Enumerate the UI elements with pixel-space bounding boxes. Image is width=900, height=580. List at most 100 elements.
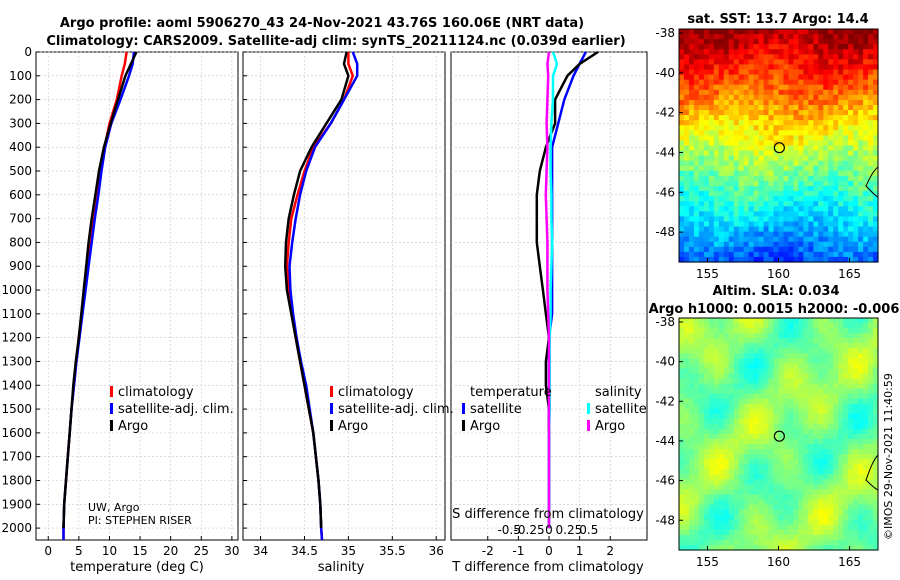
map-cell <box>728 373 735 380</box>
map-cell <box>873 89 879 96</box>
map-cell <box>793 464 799 470</box>
map-cell <box>833 418 839 425</box>
map-cell <box>808 398 814 405</box>
map-cell <box>768 504 775 511</box>
map-cell <box>693 423 700 430</box>
map-cell <box>708 328 715 334</box>
map-cell <box>828 130 834 136</box>
map-cell <box>703 418 710 425</box>
map-cell <box>863 524 869 531</box>
map-cell <box>728 44 735 50</box>
map-cell <box>848 499 854 506</box>
map-cell <box>708 444 715 450</box>
map-cell <box>723 140 730 147</box>
map-cell <box>783 459 790 465</box>
map-cell <box>788 378 795 385</box>
map-cell <box>763 449 770 455</box>
map-cell <box>793 459 799 465</box>
map-cell <box>683 256 690 263</box>
map-cell <box>723 439 730 445</box>
map-cell <box>793 251 799 258</box>
map-cell <box>778 115 785 121</box>
map-cell <box>833 373 839 380</box>
map-cell <box>843 94 849 101</box>
map-cell <box>808 130 814 136</box>
map-cell <box>758 363 765 370</box>
map-cell <box>723 160 730 167</box>
map-cell <box>838 479 844 486</box>
map-cell <box>698 418 705 425</box>
map-cell <box>818 333 824 339</box>
map-cell <box>713 499 720 506</box>
map-cell <box>693 74 700 81</box>
map-cell <box>733 418 740 425</box>
map-cell <box>768 89 775 96</box>
map-cell <box>768 514 775 521</box>
map-cell <box>758 388 765 395</box>
map-cell <box>723 544 730 551</box>
map-cell <box>873 494 879 501</box>
map-cell <box>818 499 824 506</box>
map-cell <box>693 34 700 40</box>
map-cell <box>743 79 750 86</box>
map-cell <box>708 398 715 405</box>
map-cell <box>693 489 700 496</box>
map-cell <box>818 155 824 162</box>
map-cell <box>738 403 745 410</box>
map-cell <box>748 216 755 223</box>
map-cell <box>828 110 834 116</box>
temperature-legend: climatology satellite-adj. clim. Argo <box>110 385 234 434</box>
map-cell <box>848 69 854 76</box>
map-cell <box>688 509 695 516</box>
map-cell <box>803 140 809 147</box>
map-cell <box>823 469 829 475</box>
map-cell <box>793 29 799 35</box>
map-cell <box>693 130 700 136</box>
map-cell <box>728 423 735 430</box>
map-cell <box>858 428 864 435</box>
map-cell <box>863 484 869 491</box>
map-cell <box>848 348 854 354</box>
map-cell <box>808 479 814 486</box>
map-cell <box>728 499 735 506</box>
map-cell <box>693 49 700 55</box>
map-cell <box>808 444 814 450</box>
map-cell <box>728 251 735 258</box>
map-cell <box>848 251 854 258</box>
map-cell <box>723 353 730 359</box>
map-cell <box>688 206 695 212</box>
map-cell <box>698 449 705 455</box>
map-cell <box>858 423 864 430</box>
map-cell <box>758 64 765 71</box>
map-cell <box>793 474 799 480</box>
map-cell <box>748 29 755 35</box>
map-cell <box>743 333 750 339</box>
map-cell <box>778 519 785 526</box>
map-cell <box>853 363 859 370</box>
map-cell <box>858 444 864 450</box>
map-cell <box>843 79 849 86</box>
map-cell <box>693 246 700 253</box>
map-cell <box>828 418 834 425</box>
map-cell <box>833 484 839 491</box>
map-cell <box>828 504 834 511</box>
map-cell <box>873 509 879 516</box>
map-cell <box>783 439 790 445</box>
map-cell <box>793 378 799 385</box>
map-cell <box>838 99 844 106</box>
map-cell <box>788 529 795 536</box>
map-cell <box>743 74 750 81</box>
map-cell <box>873 34 879 40</box>
map-cell <box>808 454 814 460</box>
map-cell <box>793 145 799 152</box>
map-cell <box>808 186 814 192</box>
map-cell <box>778 509 785 516</box>
map-cell <box>758 348 765 354</box>
map-cell <box>803 418 809 425</box>
map-cell <box>778 368 785 375</box>
map-cell <box>718 318 725 324</box>
map-cell <box>683 120 690 126</box>
map-cell <box>763 464 770 470</box>
map-cell <box>713 534 720 541</box>
map-cell <box>728 323 735 329</box>
